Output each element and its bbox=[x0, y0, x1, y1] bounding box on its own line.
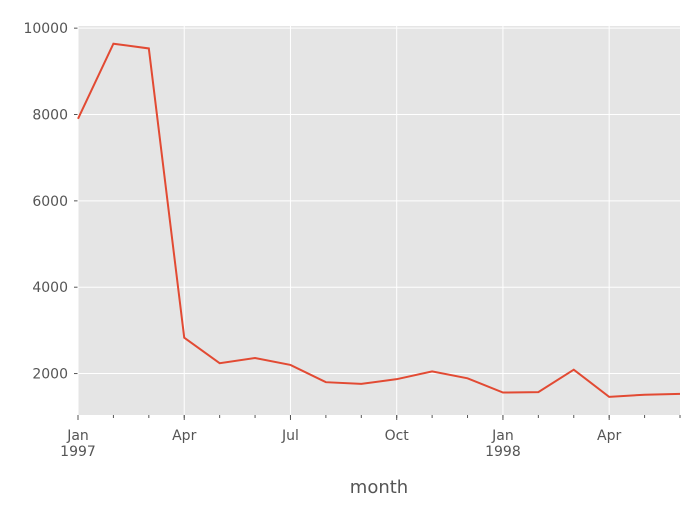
x-tick-label: Oct bbox=[385, 428, 410, 444]
x-axis-label: month bbox=[350, 477, 408, 498]
y-tick-label: 4000 bbox=[32, 280, 68, 296]
x-tick-label: Jan 1998 bbox=[485, 428, 521, 460]
y-tick-label: 8000 bbox=[32, 108, 68, 124]
x-tick-label: Jul bbox=[281, 428, 299, 444]
y-tick-label: 10000 bbox=[23, 21, 68, 37]
x-tick-label: Apr bbox=[172, 428, 196, 444]
x-tick-label: Apr bbox=[597, 428, 621, 444]
line bbox=[77, 42, 681, 398]
plot-background bbox=[78, 26, 680, 415]
y-tick-label: 2000 bbox=[32, 367, 68, 383]
x-tick-label: Jan 1997 bbox=[60, 428, 96, 460]
y-tick-label: 6000 bbox=[32, 194, 68, 210]
